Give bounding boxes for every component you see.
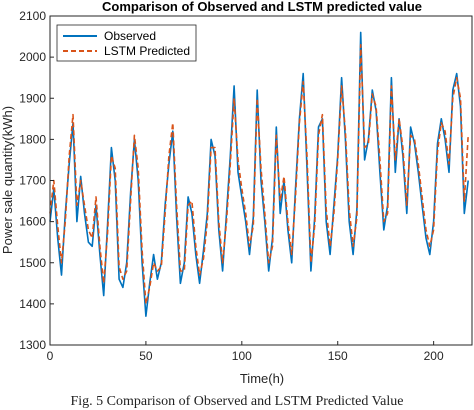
y-tick-label: 1300 bbox=[19, 338, 46, 352]
legend: Observed LSTM Predicted bbox=[56, 24, 197, 62]
legend-label-lstm-predicted: LSTM Predicted bbox=[104, 44, 190, 58]
y-tick-label: 1500 bbox=[19, 256, 46, 270]
y-tick-label: 1900 bbox=[19, 91, 46, 105]
x-tick-label: 100 bbox=[232, 349, 252, 363]
legend-label-observed: Observed bbox=[104, 29, 156, 43]
y-tick-label: 1400 bbox=[19, 297, 46, 311]
figure-caption: Fig. 5 Comparison of Observed and LSTM P… bbox=[70, 394, 404, 409]
y-axis: 1300 1400 1500 1600 1700 1800 1900 2000 2100 bbox=[19, 9, 54, 352]
y-tick-label: 2000 bbox=[19, 50, 46, 64]
y-axis-label: Power sale quantity(kWh) bbox=[0, 106, 15, 254]
x-axis-label: Time(h) bbox=[240, 371, 284, 386]
legend-box bbox=[56, 24, 197, 62]
x-tick-label: 200 bbox=[424, 349, 444, 363]
x-tick-label: 0 bbox=[47, 349, 54, 363]
series-layer bbox=[49, 31, 469, 318]
y-tick-label: 1600 bbox=[19, 215, 46, 229]
y-tick-label: 2100 bbox=[19, 9, 46, 23]
series-line-lstm-predicted bbox=[49, 43, 469, 305]
x-tick-label: 150 bbox=[328, 349, 348, 363]
chart-title: Comparison of Observed and LSTM predicte… bbox=[102, 0, 422, 14]
x-axis: 0 50 100 150 200 bbox=[47, 341, 444, 363]
x-tick-label: 50 bbox=[139, 349, 153, 363]
y-tick-label: 1700 bbox=[19, 174, 46, 188]
y-tick-label: 1800 bbox=[19, 132, 46, 146]
